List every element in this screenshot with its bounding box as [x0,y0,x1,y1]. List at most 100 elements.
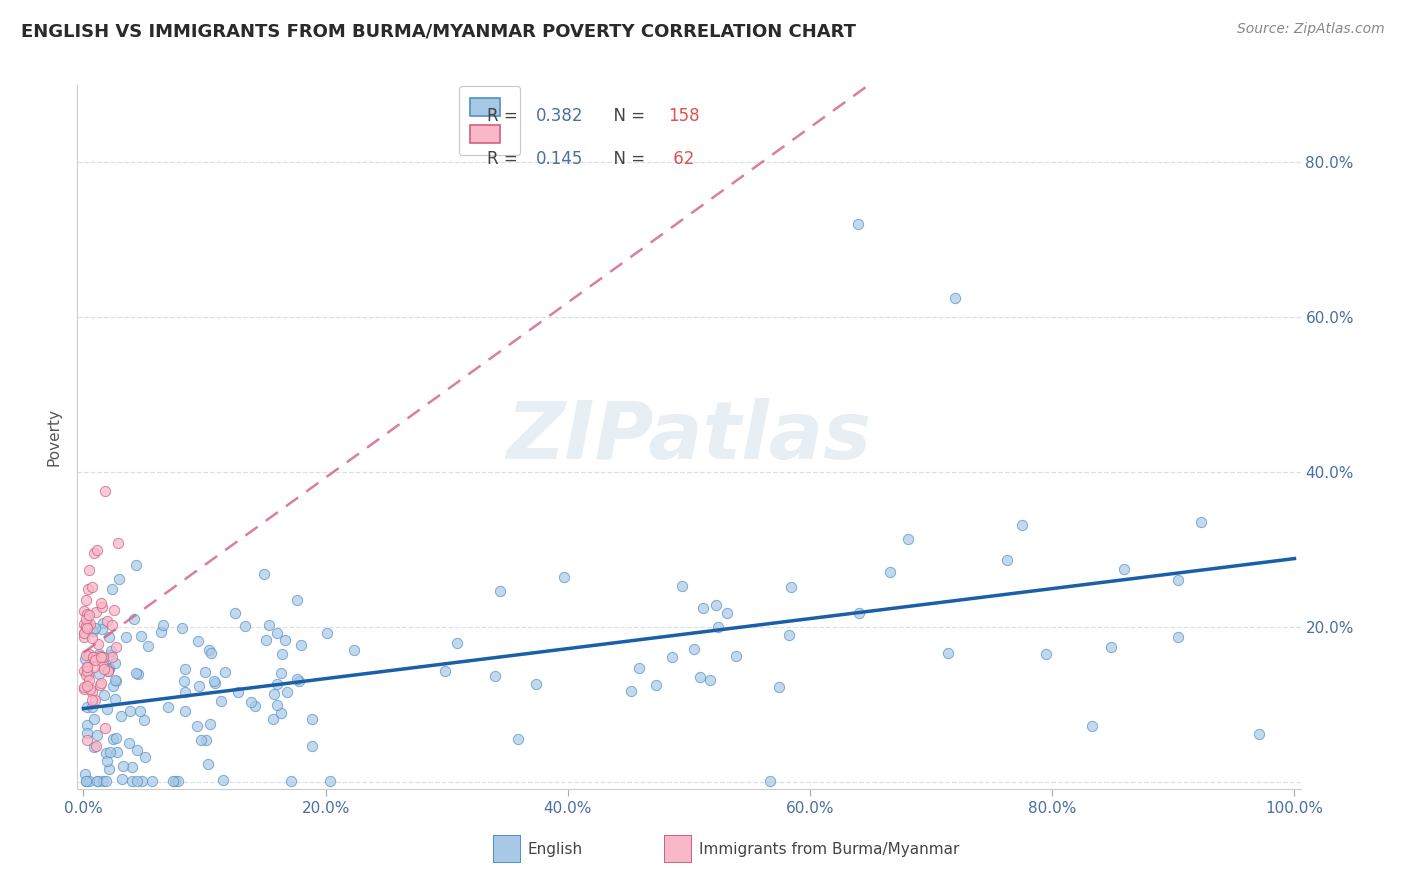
Point [75,612,97,626]
Text: N =: N = [603,107,651,126]
Point [553,570,575,584]
Point [90,596,112,610]
Point [77,582,100,596]
Point [285,673,308,687]
Point [190,732,212,747]
Point [76,607,98,622]
Point [692,601,714,615]
Point [343,643,366,657]
Point [627,660,650,674]
Point [879,565,901,579]
Point [90,649,112,664]
Point [897,532,920,546]
Point [104,657,127,671]
Point [89,667,111,681]
Point [152,618,174,632]
Text: R =: R = [486,150,523,168]
Point [704,598,727,612]
Point [76,726,98,740]
Point [80,580,103,594]
Point [89,649,111,664]
Point [98,762,121,776]
Point [779,580,801,594]
Point [100,745,122,759]
Point [127,667,149,681]
Point [683,641,706,656]
Point [87,647,110,661]
Point [98,631,121,645]
Point [104,673,127,688]
Point [128,705,150,719]
Point [1035,647,1057,661]
Point [125,558,148,572]
Point [84,739,107,753]
Point [97,662,120,676]
Point [301,739,323,753]
Point [149,625,172,640]
Point [214,665,236,679]
Point [80,692,103,706]
Point [73,604,96,618]
Point [75,619,97,633]
Legend: , : , [458,86,520,155]
Point [101,582,124,597]
Point [76,718,98,732]
Point [778,628,800,642]
Point [446,636,468,650]
Point [76,621,98,635]
Point [86,773,108,788]
Point [699,673,721,687]
Point [661,649,683,664]
Point [716,606,738,620]
Point [188,679,211,693]
Point [90,676,112,690]
Point [484,669,506,683]
Point [110,708,132,723]
Text: ZIPatlas: ZIPatlas [506,398,872,476]
Point [253,567,276,582]
Point [89,678,111,692]
Point [233,619,256,633]
Point [156,700,179,714]
Point [86,542,108,557]
Point [240,695,263,709]
Point [76,732,98,747]
Point [105,640,128,654]
Point [228,684,250,698]
Point [254,632,277,647]
Point [276,685,298,699]
Text: 158: 158 [668,107,700,126]
Point [287,673,309,688]
Point [73,665,96,679]
Point [141,773,163,788]
Point [104,691,127,706]
Point [73,652,96,666]
Point [76,664,98,678]
Text: 62: 62 [668,150,695,168]
Point [174,685,197,699]
Point [301,712,323,726]
Point [127,743,149,757]
Point [75,773,97,788]
Point [671,579,693,593]
Point [84,653,107,667]
Point [96,754,118,768]
Point [77,647,100,661]
Point [200,646,222,660]
Point [121,760,143,774]
Point [167,773,190,788]
Text: ENGLISH VS IMMIGRANTS FROM BURMA/MYANMAR POVERTY CORRELATION CHART: ENGLISH VS IMMIGRANTS FROM BURMA/MYANMAR… [21,22,856,40]
Point [936,646,959,660]
Point [82,650,104,665]
Point [263,687,285,701]
Point [186,719,208,733]
Point [319,773,342,788]
Point [1167,630,1189,644]
Point [97,665,120,679]
Point [90,622,112,636]
Point [93,661,115,675]
Point [77,673,100,688]
Point [79,616,101,631]
Text: R =: R = [486,107,523,126]
Point [174,662,197,676]
